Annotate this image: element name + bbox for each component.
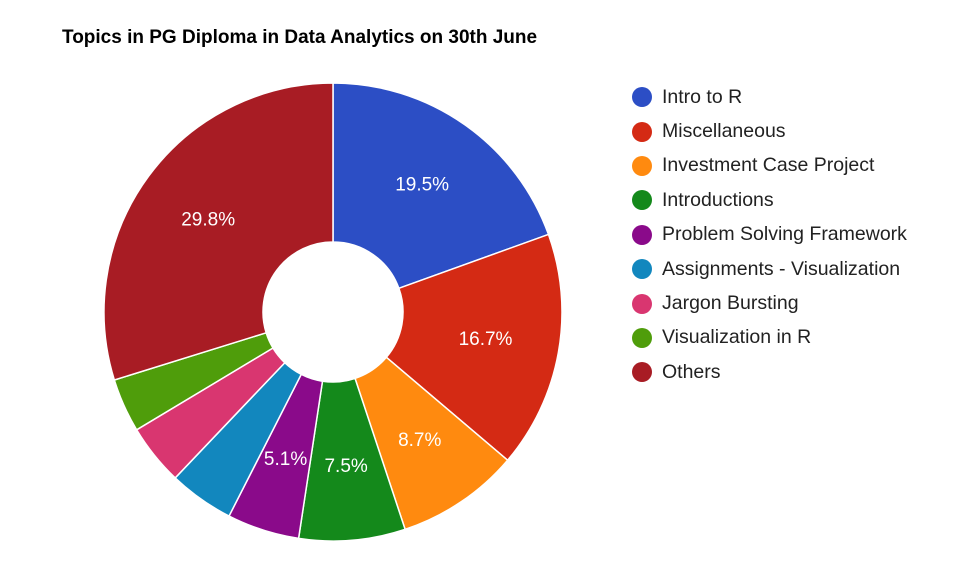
pie-slice[interactable] (385, 233, 563, 462)
legend-label: Visualization in R (662, 326, 812, 349)
legend-label: Investment Case Project (662, 154, 875, 177)
slice-data-label: 16.7% (459, 329, 513, 350)
legend-swatch (632, 259, 652, 280)
legend-label: Introductions (662, 188, 774, 211)
legend-label: Others (662, 360, 721, 383)
legend-swatch (632, 121, 652, 142)
slice-data-label: 19.5% (395, 175, 449, 196)
pie-slice[interactable] (332, 82, 550, 290)
legend-label: Intro to R (662, 85, 743, 108)
chart-title: Topics in PG Diploma in Data Analytics o… (62, 27, 538, 48)
slice-data-label: 7.5% (324, 456, 367, 477)
slice-data-label: 8.7% (398, 430, 441, 451)
legend-item[interactable]: Investment Case Project (632, 149, 907, 183)
legend-label: Problem Solving Framework (662, 223, 907, 246)
legend-item[interactable]: Introductions (632, 183, 907, 217)
legend-item[interactable]: Visualization in R (632, 321, 907, 355)
legend-item[interactable]: Problem Solving Framework (632, 218, 907, 252)
slice-data-label: 5.1% (264, 449, 307, 470)
legend-item[interactable]: Others (632, 355, 907, 389)
legend-label: Jargon Bursting (662, 292, 799, 315)
legend-item[interactable]: Jargon Bursting (632, 286, 907, 320)
pie-slice[interactable] (103, 82, 334, 381)
legend-label: Miscellaneous (662, 120, 786, 143)
legend-item[interactable]: Intro to R (632, 80, 907, 114)
slice-data-label: 29.8% (181, 210, 235, 231)
legend-item[interactable]: Assignments - Visualization (632, 252, 907, 286)
legend: Intro to R Miscellaneous Investment Case P… (632, 80, 907, 390)
legend-swatch (632, 293, 652, 314)
legend-swatch (632, 224, 652, 245)
legend-swatch (632, 327, 652, 348)
legend-item[interactable]: Miscellaneous (632, 114, 907, 148)
legend-label: Assignments - Visualization (662, 257, 901, 280)
legend-swatch (632, 362, 652, 383)
legend-swatch (632, 87, 652, 108)
legend-swatch (632, 155, 652, 176)
legend-swatch (632, 190, 652, 211)
